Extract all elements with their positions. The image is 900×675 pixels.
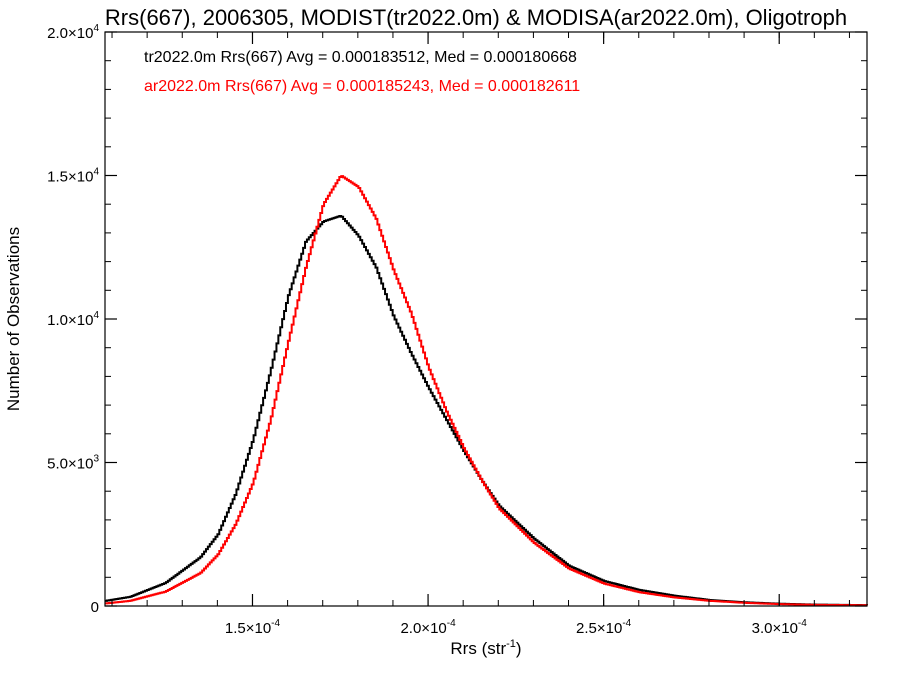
x-axis: 1.5×10-4 2.0×10-4 2.5×10-4 3.0×10-4 [111, 32, 850, 637]
y-tick-label: 2.0×104 [47, 23, 99, 42]
y-tick-exponent: 4 [93, 23, 99, 34]
x-axis-label-exponent: -1 [506, 638, 516, 650]
x-axis-label: Rrs (str-1) [450, 638, 521, 658]
y-axis-label: Number of Observations [4, 227, 23, 411]
y-tick-exponent: 4 [93, 310, 99, 321]
chart-title: Rrs(667), 2006305, MODIST(tr2022.0m) & M… [105, 5, 847, 30]
x-tick-mantissa: 1.5×10 [225, 620, 271, 637]
series-line-1 [105, 214, 868, 607]
y-tick-mantissa: 1.0×10 [47, 312, 93, 329]
x-tick-mantissa: 3.0×10 [752, 620, 798, 637]
legend-entry-2: ar2022.0m Rrs(667) Avg = 0.000185243, Me… [144, 78, 580, 95]
y-tick-mantissa: 0 [91, 599, 99, 616]
y-tick-label: 1.0×104 [47, 310, 99, 329]
x-tick-mantissa: 2.0×10 [400, 620, 446, 637]
y-tick-mantissa: 5.0×10 [47, 456, 93, 473]
y-tick-label: 0 [91, 599, 99, 616]
x-tick-mantissa: 2.5×10 [576, 620, 622, 637]
plot-frame [104, 31, 868, 607]
x-tick-label: 2.0×10-4 [400, 618, 456, 637]
y-tick-exponent: 4 [93, 167, 99, 178]
legend-entry-1: tr2022.0m Rrs(667) Avg = 0.000183512, Me… [144, 49, 577, 66]
y-tick-label: 1.5×104 [47, 167, 99, 186]
x-tick-exponent: -4 [798, 618, 807, 629]
series-layer [105, 175, 868, 607]
x-tick-exponent: -4 [447, 618, 456, 629]
series-line-2 [105, 175, 868, 607]
x-tick-exponent: -4 [271, 618, 280, 629]
y-tick-exponent: 3 [93, 454, 99, 465]
x-tick-label: 1.5×10-4 [225, 618, 281, 637]
x-tick-label: 2.5×10-4 [576, 618, 632, 637]
y-tick-mantissa: 2.0×10 [47, 25, 93, 42]
legend: tr2022.0m Rrs(667) Avg = 0.000183512, Me… [144, 49, 580, 95]
y-tick-mantissa: 1.5×10 [47, 169, 93, 186]
x-tick-exponent: -4 [622, 618, 631, 629]
x-axis-label-base: Rrs (str [450, 639, 506, 658]
x-axis-label-tail: ) [516, 639, 522, 658]
y-tick-label: 5.0×103 [47, 454, 99, 473]
x-tick-label: 3.0×10-4 [752, 618, 808, 637]
